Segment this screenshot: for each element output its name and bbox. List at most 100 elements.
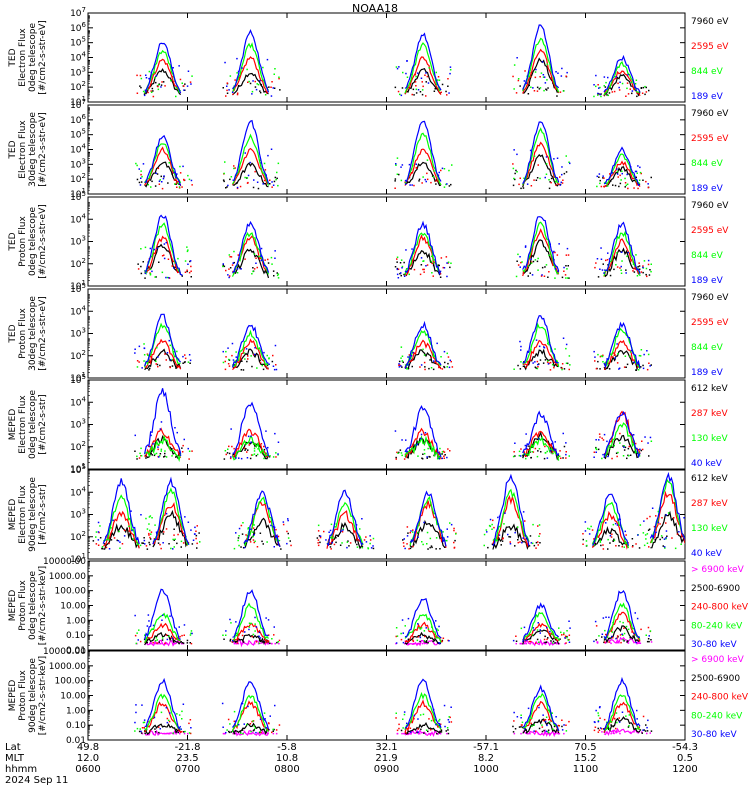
data-point xyxy=(425,640,428,642)
data-point xyxy=(453,546,456,549)
data-point xyxy=(598,93,600,95)
data-point xyxy=(544,635,546,638)
data-point xyxy=(568,641,571,643)
data-point xyxy=(227,448,229,450)
data-point xyxy=(272,365,275,367)
data-point xyxy=(271,181,273,183)
data-point xyxy=(179,450,181,453)
data-point xyxy=(249,457,252,460)
data-point xyxy=(556,254,559,256)
data-point xyxy=(426,531,429,534)
data-point xyxy=(143,719,146,721)
data-point xyxy=(155,360,157,363)
data-point xyxy=(644,436,646,438)
data-point xyxy=(432,368,435,371)
data-point xyxy=(598,176,600,178)
data-point xyxy=(145,91,147,93)
data-point xyxy=(227,718,230,721)
data-point xyxy=(248,626,251,628)
data-point xyxy=(646,275,648,278)
data-point xyxy=(544,176,546,179)
data-point xyxy=(139,85,141,87)
data-point xyxy=(501,540,504,542)
data-point xyxy=(606,185,609,187)
data-point xyxy=(540,72,543,74)
data-point xyxy=(342,528,344,530)
data-point xyxy=(568,277,570,279)
data-point xyxy=(648,274,651,276)
data-point xyxy=(150,90,152,92)
data-point xyxy=(420,627,423,629)
data-point xyxy=(587,527,589,530)
data-peak xyxy=(232,329,269,368)
data-point xyxy=(251,732,253,735)
data-point xyxy=(539,177,541,180)
data-point xyxy=(223,172,225,175)
data-point xyxy=(262,66,264,69)
data-point xyxy=(396,261,398,263)
data-point xyxy=(178,65,180,67)
data-point xyxy=(643,260,646,262)
series-287-kev xyxy=(138,410,644,460)
legend-entry: 189 eV xyxy=(691,368,724,378)
data-point xyxy=(417,623,419,625)
data-point xyxy=(258,631,261,634)
data-point xyxy=(645,91,648,93)
data-point xyxy=(267,634,270,636)
data-point xyxy=(635,254,637,256)
data-point xyxy=(410,530,412,532)
data-point xyxy=(277,441,280,443)
data-point xyxy=(496,539,498,541)
data-point xyxy=(593,84,595,86)
data-point xyxy=(168,635,170,637)
data-point xyxy=(154,276,156,278)
data-peak xyxy=(144,631,182,646)
data-point xyxy=(422,176,424,178)
data-point xyxy=(173,351,175,353)
data-point xyxy=(442,450,445,453)
data-point xyxy=(257,448,259,450)
data-peak xyxy=(144,693,181,731)
data-point xyxy=(559,91,562,93)
data-point xyxy=(356,546,359,548)
data-point xyxy=(647,719,649,722)
data-point xyxy=(229,638,232,641)
data-point xyxy=(626,641,628,643)
data-point xyxy=(626,87,628,90)
data-point xyxy=(492,519,494,522)
data-point xyxy=(173,539,175,541)
data-point xyxy=(265,726,267,729)
data-point xyxy=(166,642,168,645)
data-point xyxy=(108,548,111,550)
data-point xyxy=(602,175,604,177)
data-point xyxy=(558,455,561,457)
data-point xyxy=(253,532,256,534)
data-point xyxy=(246,177,249,179)
data-point xyxy=(246,451,248,453)
data-point xyxy=(261,540,263,543)
data-point xyxy=(146,625,149,627)
data-point xyxy=(138,629,140,631)
data-point xyxy=(174,262,176,264)
data-point xyxy=(616,252,618,254)
data-point xyxy=(289,540,291,542)
data-point xyxy=(413,184,415,187)
data-point xyxy=(408,273,410,276)
data-point xyxy=(606,94,608,96)
data-point xyxy=(537,525,539,527)
data-point xyxy=(234,360,236,362)
data-point xyxy=(238,527,241,530)
data-point xyxy=(323,530,325,533)
data-point xyxy=(139,74,142,77)
data-point xyxy=(257,187,260,190)
data-point xyxy=(449,359,451,362)
data-point xyxy=(629,454,632,456)
data-point xyxy=(517,539,519,541)
data-point xyxy=(530,542,533,544)
data-point xyxy=(554,642,556,644)
data-point xyxy=(599,727,602,729)
data-point xyxy=(402,727,404,729)
data-point xyxy=(247,449,249,451)
data-point xyxy=(442,531,444,533)
